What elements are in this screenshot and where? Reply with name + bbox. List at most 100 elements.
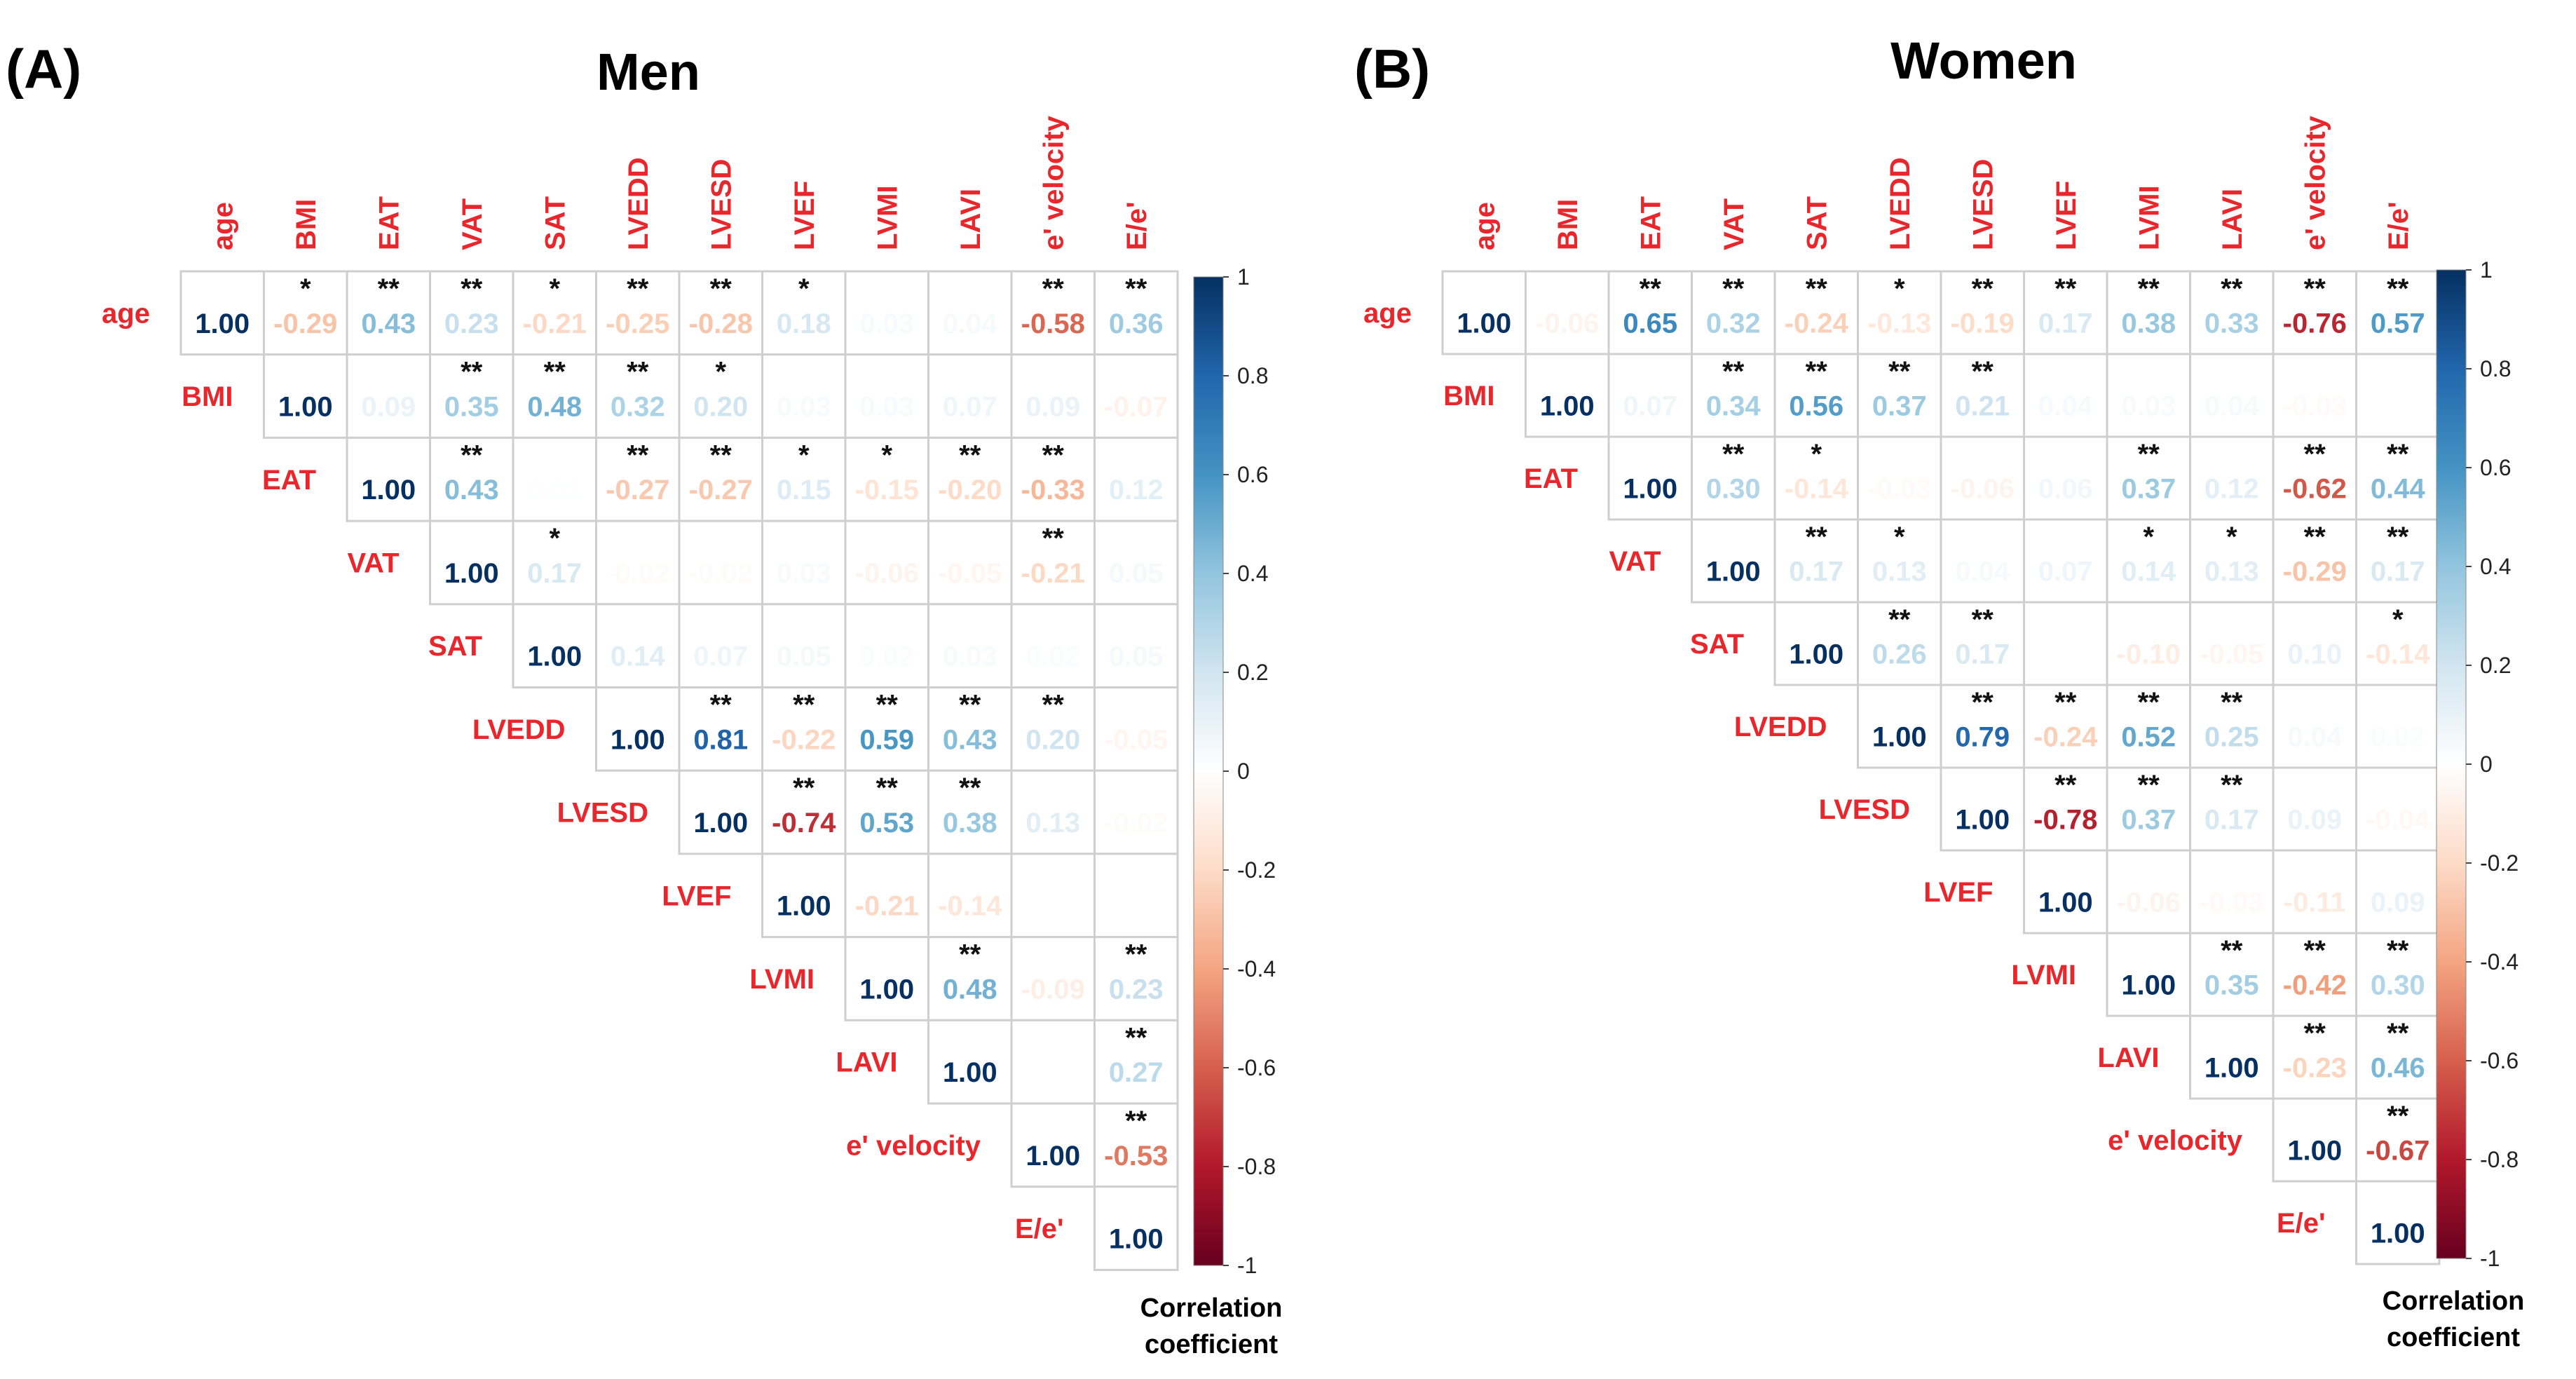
cell-value: 0.20 — [1025, 724, 1080, 755]
cell-value: -0.07 — [1104, 392, 1168, 423]
cell-value: 1.00 — [1955, 804, 2010, 835]
cell-value: -0.09 — [1021, 974, 1085, 1005]
heatmap-cell — [2355, 684, 2441, 769]
cell-value: 0.07 — [943, 392, 997, 423]
heatmap-cell — [1857, 684, 1942, 769]
column-label: e' velocity — [1038, 115, 1069, 250]
heatmap-cell — [595, 519, 681, 606]
cell-value: 0.12 — [2204, 473, 2259, 504]
colorbar-tick-label: -1 — [2480, 1246, 2500, 1271]
heatmap-cell — [761, 686, 847, 772]
significance-stars: ** — [710, 440, 732, 470]
colorbar-tick-label: 0.4 — [2480, 554, 2511, 579]
colorbar-tick-label: 0.8 — [2480, 356, 2511, 381]
heatmap-cell — [2355, 1097, 2441, 1183]
significance-stars: * — [2392, 604, 2404, 635]
heatmap-cell — [1773, 435, 1859, 521]
cell-value: -0.10 — [2117, 639, 2181, 670]
significance-stars: ** — [959, 773, 981, 803]
cell-value: 0.03 — [777, 558, 831, 589]
cell-value: 0.07 — [1623, 390, 1677, 421]
significance-stars: * — [549, 523, 560, 554]
significance-stars: ** — [1125, 1106, 1147, 1136]
cell-value: 0.43 — [361, 308, 416, 339]
cell-value: 0.02 — [859, 641, 914, 672]
significance-stars: * — [300, 273, 311, 304]
cell-value: -0.05 — [938, 558, 1002, 589]
heatmap-cell — [2106, 766, 2191, 852]
significance-stars: ** — [1806, 522, 1828, 552]
heatmap-cell — [1010, 852, 1096, 939]
column-label: age — [207, 202, 238, 250]
cell-value: -0.21 — [1021, 558, 1085, 589]
row-label: LVMI — [2011, 960, 2076, 991]
significance-stars: ** — [959, 440, 981, 470]
significance-stars: * — [1894, 522, 1905, 552]
cell-value: 0.00 — [2371, 390, 2425, 421]
cell-value: 0.57 — [2371, 308, 2425, 339]
heatmap-cell — [2023, 601, 2108, 686]
significance-stars: ** — [544, 357, 566, 388]
cell-value: 0.00 — [2038, 639, 2093, 670]
significance-stars: ** — [1125, 939, 1147, 970]
significance-stars: ** — [2304, 935, 2326, 966]
cell-value: 0.17 — [1955, 639, 2010, 670]
significance-stars: ** — [1972, 687, 1994, 718]
colorbar-tick-label: -0.2 — [1237, 857, 1276, 883]
cell-value: 0.15 — [777, 475, 831, 505]
heatmap-cell — [1441, 270, 1527, 355]
cell-value: -0.24 — [1785, 308, 1849, 339]
significance-stars: * — [1811, 439, 1822, 470]
significance-stars: ** — [2054, 770, 2077, 801]
column-label: e' velocity — [2300, 115, 2331, 250]
cell-value: 0.35 — [444, 392, 499, 423]
heatmap-cell — [761, 603, 847, 688]
heatmap-cell — [1093, 353, 1179, 439]
colorbar-tick-label: 0.4 — [1237, 561, 1268, 586]
cell-value: 0.30 — [1706, 473, 1761, 504]
heatmap-cell — [2023, 270, 2108, 355]
significance-stars: ** — [627, 357, 649, 388]
cell-value: 0.53 — [859, 808, 914, 838]
cell-value: 0.03 — [859, 392, 914, 423]
cell-value: -0.06 — [2117, 887, 2181, 918]
significance-stars: ** — [461, 273, 483, 304]
cell-value: -0.14 — [2366, 639, 2430, 670]
cell-value: 0.01 — [527, 475, 582, 505]
cell-value: -0.03 — [2200, 887, 2263, 918]
cell-value: -0.06 — [1535, 308, 1599, 339]
row-label: LVESD — [557, 798, 648, 829]
significance-stars: ** — [1722, 356, 1745, 387]
cell-value: -0.06 — [855, 558, 919, 589]
heatmap-cell — [1773, 353, 1859, 438]
heatmap-cell — [844, 936, 929, 1021]
cell-value: 0.02 — [1025, 641, 1080, 672]
cell-value: -0.58 — [1021, 308, 1085, 339]
colorbar-label-line2: coefficient — [2387, 1323, 2520, 1352]
significance-stars: ** — [461, 357, 483, 388]
cell-value: 0.26 — [1872, 639, 1927, 670]
colorbar-men: Correlation coefficient 1 0.8 0.6 0.4 0.2 0 -0… — [1140, 264, 1283, 1359]
heatmap-cell — [1857, 435, 1942, 521]
heatmap-cell — [927, 852, 1013, 939]
colorbar-tick-label: 0 — [1237, 759, 1250, 784]
heatmap-cell — [678, 353, 763, 439]
cell-value: 0.35 — [2204, 970, 2259, 1000]
significance-stars: ** — [959, 689, 981, 720]
cell-value: 0.03 — [777, 392, 831, 423]
heatmap-cell — [927, 270, 1013, 356]
heatmap-cell — [1940, 353, 2025, 438]
cell-value: 0.30 — [2371, 970, 2425, 1000]
heatmap-cell — [2355, 518, 2441, 604]
column-label: LVEF — [789, 181, 820, 250]
cell-value: -0.13 — [1867, 308, 1931, 339]
significance-stars: ** — [710, 273, 732, 304]
significance-stars: ** — [2304, 273, 2326, 304]
cell-value: 0.14 — [611, 641, 666, 672]
cell-value: -0.27 — [606, 475, 669, 505]
significance-stars: * — [881, 440, 892, 470]
significance-stars: * — [715, 357, 726, 388]
cell-value: -0.02 — [606, 558, 669, 589]
cell-value: 0.37 — [2121, 473, 2176, 504]
cell-value: -0.02 — [1104, 808, 1168, 838]
